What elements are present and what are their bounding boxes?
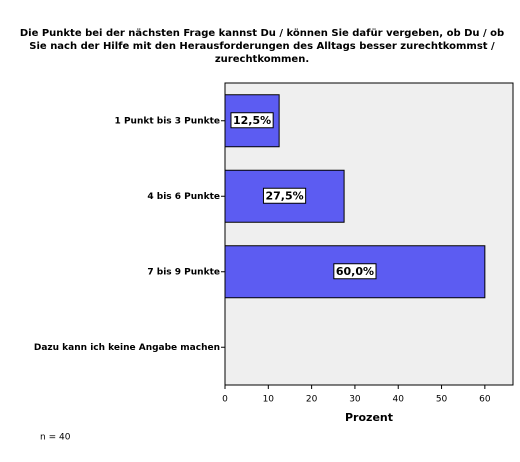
x-tick-label: 50	[436, 395, 448, 405]
y-tick-label: 1 Punkt bis 3 Punkte	[115, 116, 220, 126]
y-tick-label: Dazu kann ich keine Angabe machen	[34, 343, 220, 353]
x-tick-label: 10	[263, 395, 275, 405]
x-tick-label: 20	[306, 395, 318, 405]
annotation: n = 40	[40, 433, 71, 443]
value-label-box	[230, 112, 274, 129]
y-tick-label: 7 bis 9 Punkte	[147, 267, 220, 277]
x-tick-label: 60	[479, 395, 491, 405]
chart-title: zurechtkommen.	[215, 54, 309, 65]
value-label: 27,5%	[265, 189, 303, 202]
value-label-box	[333, 263, 377, 280]
x-tick-label: 0	[222, 395, 228, 405]
value-label: 60,0%	[336, 265, 374, 278]
x-axis-label: Prozent	[345, 411, 393, 424]
value-label: 12,5%	[233, 114, 271, 127]
x-tick-label: 30	[349, 395, 361, 405]
chart-title: Sie nach der Hilfe mit den Herausforderu…	[29, 41, 495, 52]
chart-title: Die Punkte bei der nächsten Frage kannst…	[20, 28, 504, 39]
value-label-box	[262, 187, 307, 204]
x-tick-label: 40	[393, 395, 405, 405]
y-tick-label: 4 bis 6 Punkte	[147, 192, 220, 202]
